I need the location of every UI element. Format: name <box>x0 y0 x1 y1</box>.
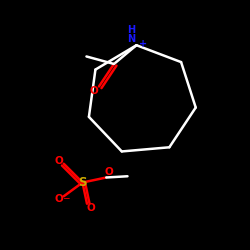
Text: O: O <box>90 86 98 96</box>
Text: O: O <box>55 156 64 166</box>
Text: +: + <box>140 40 147 50</box>
Text: O: O <box>54 194 63 204</box>
Text: H
N: H N <box>127 25 135 44</box>
Text: S: S <box>78 176 87 189</box>
Text: −: − <box>62 194 70 202</box>
Text: O: O <box>105 167 114 177</box>
Text: O: O <box>86 203 95 213</box>
